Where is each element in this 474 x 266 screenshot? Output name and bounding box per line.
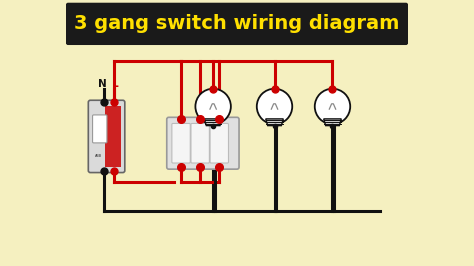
FancyBboxPatch shape bbox=[167, 117, 239, 169]
Text: ABB: ABB bbox=[95, 153, 102, 157]
FancyBboxPatch shape bbox=[210, 123, 228, 163]
Text: L: L bbox=[111, 78, 118, 89]
FancyBboxPatch shape bbox=[88, 100, 125, 173]
Circle shape bbox=[257, 89, 292, 124]
Text: 3 gang switch wiring diagram: 3 gang switch wiring diagram bbox=[74, 14, 400, 33]
FancyBboxPatch shape bbox=[92, 115, 107, 143]
FancyBboxPatch shape bbox=[66, 3, 408, 44]
FancyBboxPatch shape bbox=[172, 123, 190, 163]
Polygon shape bbox=[266, 119, 283, 126]
FancyBboxPatch shape bbox=[105, 106, 121, 167]
Circle shape bbox=[195, 89, 231, 124]
FancyBboxPatch shape bbox=[191, 123, 210, 163]
Circle shape bbox=[315, 89, 350, 124]
Polygon shape bbox=[324, 119, 341, 126]
Text: N: N bbox=[98, 78, 107, 89]
Polygon shape bbox=[204, 119, 222, 126]
